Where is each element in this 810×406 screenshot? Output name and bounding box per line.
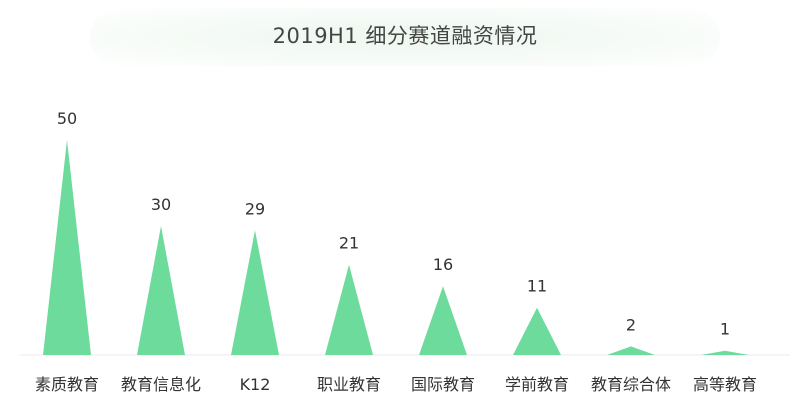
category-label-1: 素质教育: [35, 375, 99, 394]
category-label-8: 高等教育: [693, 375, 757, 394]
category-label-2: 教育信息化: [121, 375, 201, 394]
value-label-7: 2: [626, 315, 636, 334]
bar-2: [137, 226, 185, 355]
title-background: [90, 8, 720, 66]
bar-5: [419, 286, 467, 355]
category-label-7: 教育综合体: [591, 375, 671, 394]
category-label-4: 职业教育: [317, 375, 381, 394]
bar-1: [43, 140, 91, 355]
category-label-group: 素质教育 教育信息化 K12 职业教育 国际教育 学前教育 教育综合体 高等教育: [35, 375, 757, 394]
value-label-6: 11: [527, 277, 547, 296]
value-label-3: 29: [245, 199, 265, 218]
category-label-3: K12: [240, 375, 271, 394]
value-label-5: 16: [433, 255, 453, 274]
bar-7: [607, 346, 655, 355]
bar-group: [43, 140, 749, 355]
value-label-8: 1: [720, 320, 730, 339]
bar-3: [231, 230, 279, 355]
bar-8: [701, 350, 749, 355]
category-label-5: 国际教育: [411, 375, 475, 394]
bar-6: [513, 307, 561, 355]
value-label-4: 21: [339, 234, 359, 253]
chart-title: 2019H1 细分赛道融资情况: [272, 24, 538, 48]
bar-4: [325, 264, 373, 355]
category-label-6: 学前教育: [505, 375, 569, 394]
value-label-2: 30: [151, 195, 171, 214]
value-label-1: 50: [57, 109, 77, 128]
